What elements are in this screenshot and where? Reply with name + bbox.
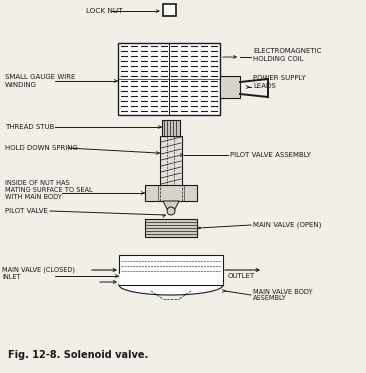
Text: PILOT VALVE: PILOT VALVE	[5, 208, 48, 214]
Text: LOCK NUT: LOCK NUT	[86, 8, 123, 14]
Bar	[118, 43, 220, 115]
Bar	[119, 274, 223, 285]
Polygon shape	[163, 201, 179, 211]
Bar	[145, 219, 197, 237]
Ellipse shape	[119, 275, 223, 295]
Text: HOLD DOWN SPRING: HOLD DOWN SPRING	[5, 145, 78, 151]
Bar	[220, 76, 240, 98]
Text: ELECTROMAGNETIC
HOLDING COIL: ELECTROMAGNETIC HOLDING COIL	[253, 48, 321, 62]
Text: MAIN VALVE (CLOSED)
INLET: MAIN VALVE (CLOSED) INLET	[2, 266, 75, 280]
Bar	[145, 185, 197, 201]
Text: OUTLET: OUTLET	[228, 273, 255, 279]
Text: THREAD STUB: THREAD STUB	[5, 124, 55, 130]
Text: PILOT VALVE ASSEMBLY: PILOT VALVE ASSEMBLY	[230, 152, 311, 158]
Text: POWER SUPPLY
LEADS: POWER SUPPLY LEADS	[253, 75, 306, 89]
Text: MAIN VALVE BODY
ASSEMBLY: MAIN VALVE BODY ASSEMBLY	[253, 288, 313, 301]
Bar	[160, 136, 182, 186]
Bar	[162, 120, 180, 136]
Bar	[163, 4, 176, 16]
Bar	[119, 255, 223, 285]
Text: Fig. 12-8. Solenoid valve.: Fig. 12-8. Solenoid valve.	[8, 350, 148, 360]
Circle shape	[167, 207, 175, 215]
Text: MAIN VALVE (OPEN): MAIN VALVE (OPEN)	[253, 222, 321, 228]
Text: SMALL GAUGE WIRE
WINDING: SMALL GAUGE WIRE WINDING	[5, 74, 75, 88]
Text: INSIDE OF NUT HAS
MATING SURFACE TO SEAL
WITH MAIN BODY: INSIDE OF NUT HAS MATING SURFACE TO SEAL…	[5, 180, 93, 200]
